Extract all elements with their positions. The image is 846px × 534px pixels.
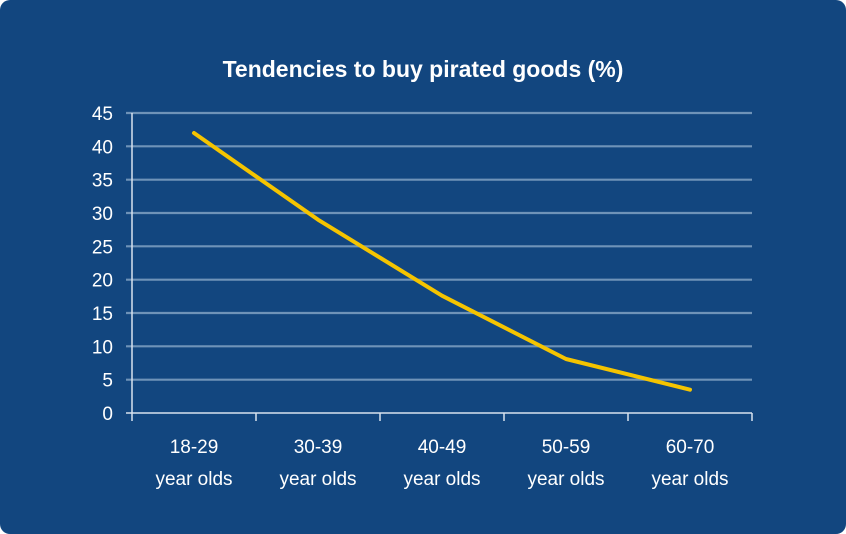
- x-tick-label: year olds: [279, 469, 356, 490]
- x-tick-label: year olds: [527, 469, 604, 490]
- y-tick-label: 40: [92, 137, 113, 158]
- x-tick-label: 30-39: [294, 437, 343, 458]
- chart-title: Tendencies to buy pirated goods (%): [222, 56, 624, 82]
- y-tick-label: 0: [102, 404, 113, 425]
- x-tick-label: 60-70: [666, 437, 715, 458]
- y-tick-label: 5: [102, 371, 113, 392]
- y-tick-label: 45: [92, 104, 113, 125]
- x-tick-label: year olds: [155, 469, 232, 490]
- y-tick-label: 35: [92, 171, 113, 192]
- x-tick-label: 40-49: [418, 437, 467, 458]
- series-line: [192, 131, 692, 392]
- y-tick-label: 15: [92, 304, 113, 325]
- y-tick-label: 30: [92, 204, 113, 225]
- x-tick-label: 18-29: [170, 437, 219, 458]
- y-tick-label: 10: [92, 337, 113, 358]
- x-tick-label: year olds: [651, 469, 728, 490]
- x-tick-label: year olds: [403, 469, 480, 490]
- x-tick-label: 50-59: [542, 437, 591, 458]
- y-tick-label: 20: [92, 271, 113, 292]
- y-tick-label: 25: [92, 237, 113, 258]
